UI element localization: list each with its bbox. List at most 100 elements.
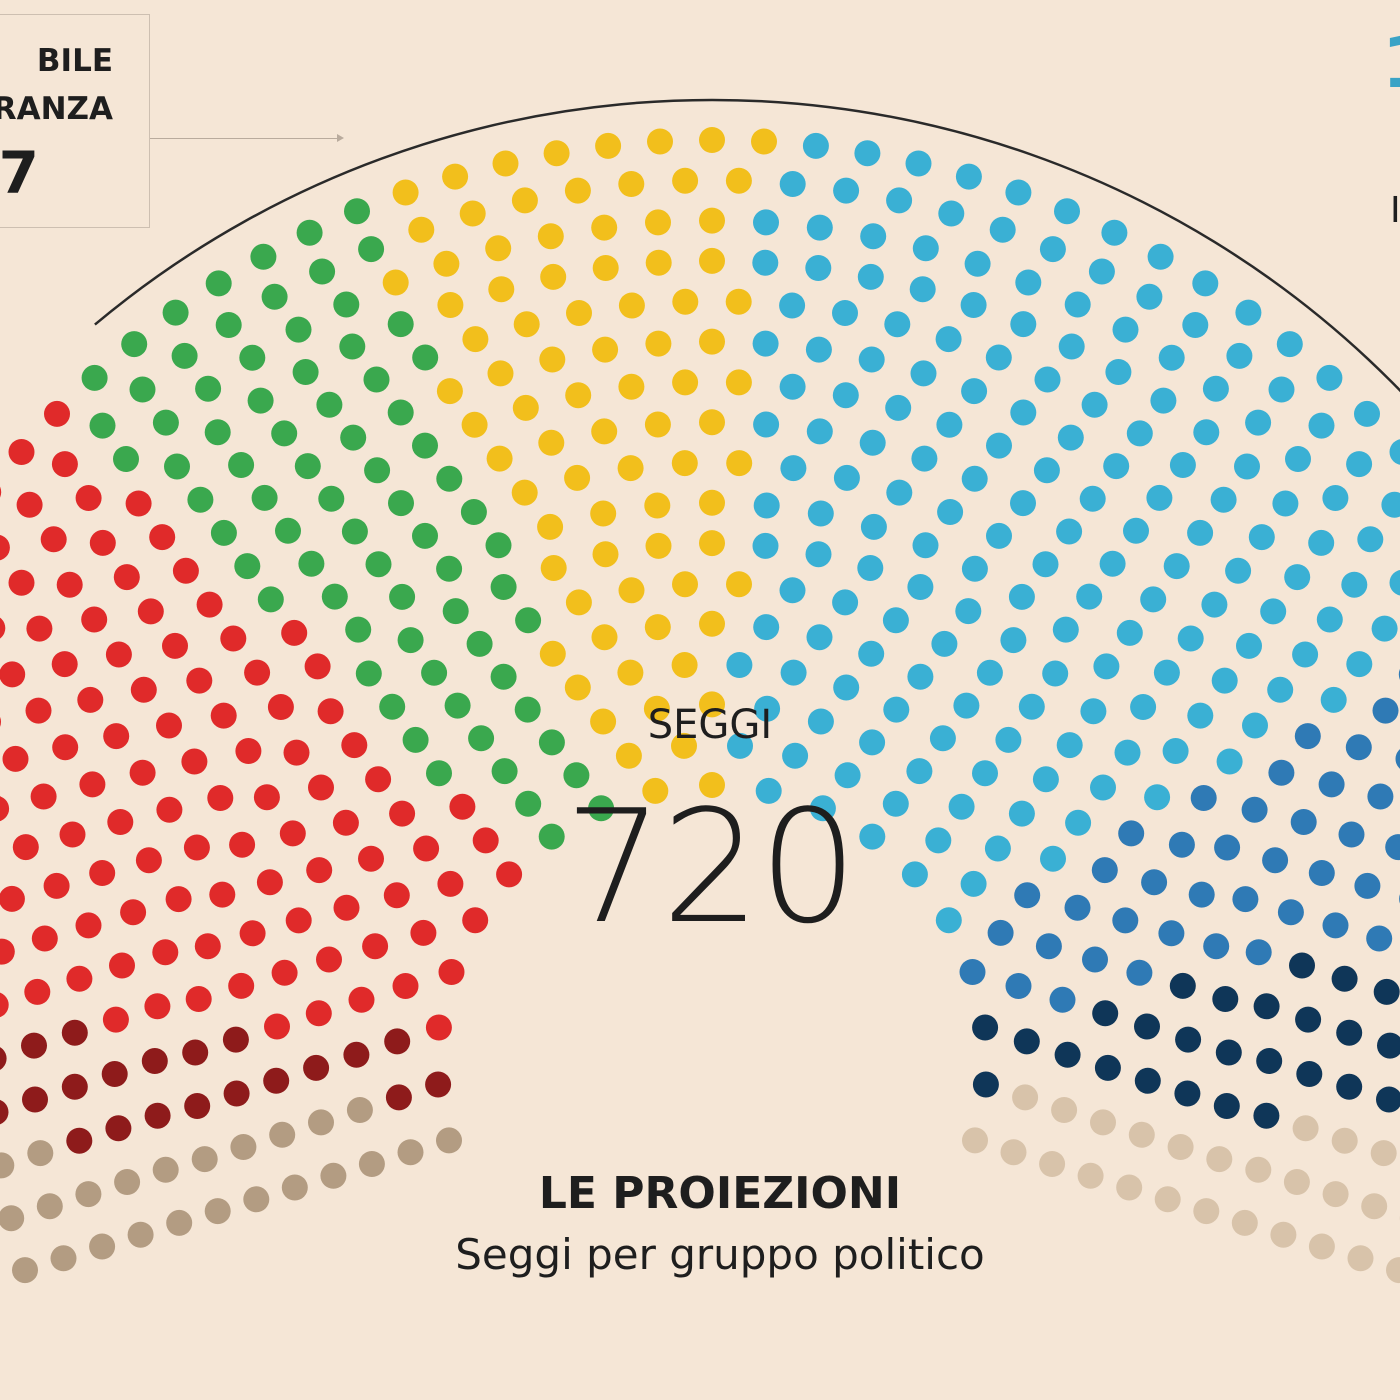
seat-group-6 [1130,694,1157,720]
seat-group-3 [56,571,83,598]
seat-group-6 [1052,616,1079,643]
seat-group-8 [1215,1039,1242,1066]
seat-group-5 [671,652,698,678]
seat-group-5 [618,577,645,604]
seat-group-7 [1190,785,1217,811]
seat-group-3 [183,834,210,861]
seat-group-7 [1112,907,1139,934]
seat-group-8 [1377,1032,1400,1059]
seat-group-6 [832,300,858,326]
seat-group-2 [105,1115,132,1142]
seat-group-1 [50,1245,77,1272]
seat-group-9 [1000,1139,1027,1166]
seat-group-1 [127,1221,154,1248]
seat-group-4 [285,316,312,343]
seat-group-9 [1331,1127,1358,1154]
seat-group-6 [1260,598,1287,625]
seat-group-3 [413,835,440,862]
seat-group-1 [89,1233,116,1260]
seat-group-6 [1090,774,1116,801]
seat-group-3 [162,632,188,659]
seat-group-8 [1092,1000,1119,1027]
seat-group-3 [229,831,256,858]
seat-group-7 [1091,857,1118,884]
seat-group-3 [316,946,342,973]
seat-group-6 [1354,400,1380,427]
seat-group-6 [912,235,939,262]
seat-group-6 [1225,557,1252,584]
seat-group-5 [644,411,671,438]
seat-group-5 [726,571,752,598]
seat-group-4 [215,312,242,338]
seat-group-5 [592,336,619,363]
seat-group-3 [410,919,437,946]
seat-group-5 [672,571,698,598]
seat-group-6 [1236,632,1262,659]
seat-group-5 [433,250,460,277]
seat-group-6 [995,726,1022,753]
seat-group-7 [1141,869,1168,896]
seat-group-6 [809,795,836,822]
seat-group-8 [1094,1054,1121,1081]
seat-group-5 [751,128,777,155]
seat-group-4 [442,598,469,625]
seat-group-9 [1039,1151,1066,1177]
seat-group-7 [1338,821,1365,848]
seat-group-6 [753,492,780,519]
seat-group-1 [152,1156,179,1183]
majority-box: BILE RANZA 7 [0,14,150,228]
seat-group-8 [1253,993,1280,1020]
seat-group-5 [511,479,538,506]
seat-group-9 [1128,1121,1155,1148]
seat-group-4 [89,412,116,439]
seat-group-9 [962,1127,988,1154]
seat-group-3 [437,870,464,897]
seat-group-7 [1082,946,1108,973]
seat-group-7 [1345,734,1372,761]
seat-group-6 [906,758,933,785]
seat-group-4 [563,762,590,789]
seat-group-9 [1292,1115,1319,1142]
seat-group-3 [0,486,2,498]
seat-group-6 [1056,518,1083,545]
seat-group-6 [1065,809,1092,836]
seat-group-6 [1099,550,1126,577]
seat-group-6 [1381,491,1400,518]
seat-group-3 [0,617,6,639]
seat-group-5 [645,532,672,559]
seat-group-6 [1242,712,1268,739]
seat-group-6 [1276,331,1303,358]
seat-group-3 [194,933,221,960]
seat-group-6 [986,432,1012,459]
seat-group-6 [964,250,991,277]
seat-group-6 [1158,344,1185,371]
seat-group-4 [412,432,438,459]
seat-group-6 [931,630,958,657]
seat-group-3 [44,400,70,427]
seat-group-7 [1035,933,1062,960]
seat-group-7 [1232,886,1259,913]
seat-group-3 [0,796,10,822]
seat-group-6 [859,729,886,756]
seat-group-6 [986,522,1012,549]
seat-group-6 [807,500,834,527]
seat-group-6 [1320,686,1347,713]
seat-group-3 [77,686,104,713]
seat-group-6 [1080,698,1107,725]
seat-group-6 [779,373,806,400]
seat-group-3 [185,986,212,1012]
seat-group-6 [1005,179,1032,206]
seat-group-5 [618,373,645,400]
seat-group-1 [191,1146,218,1173]
seat-group-7 [987,919,1014,946]
seat-group-4 [388,490,414,517]
seat-group-5 [725,369,752,396]
seat-group-5 [487,360,514,387]
seat-group-6 [752,532,779,559]
seat-group-4 [113,446,139,472]
seat-group-3 [12,834,39,861]
seat-group-3 [52,734,79,761]
seat-group-6 [883,696,910,723]
seat-group-4 [250,243,277,270]
seat-group-3 [107,809,134,835]
